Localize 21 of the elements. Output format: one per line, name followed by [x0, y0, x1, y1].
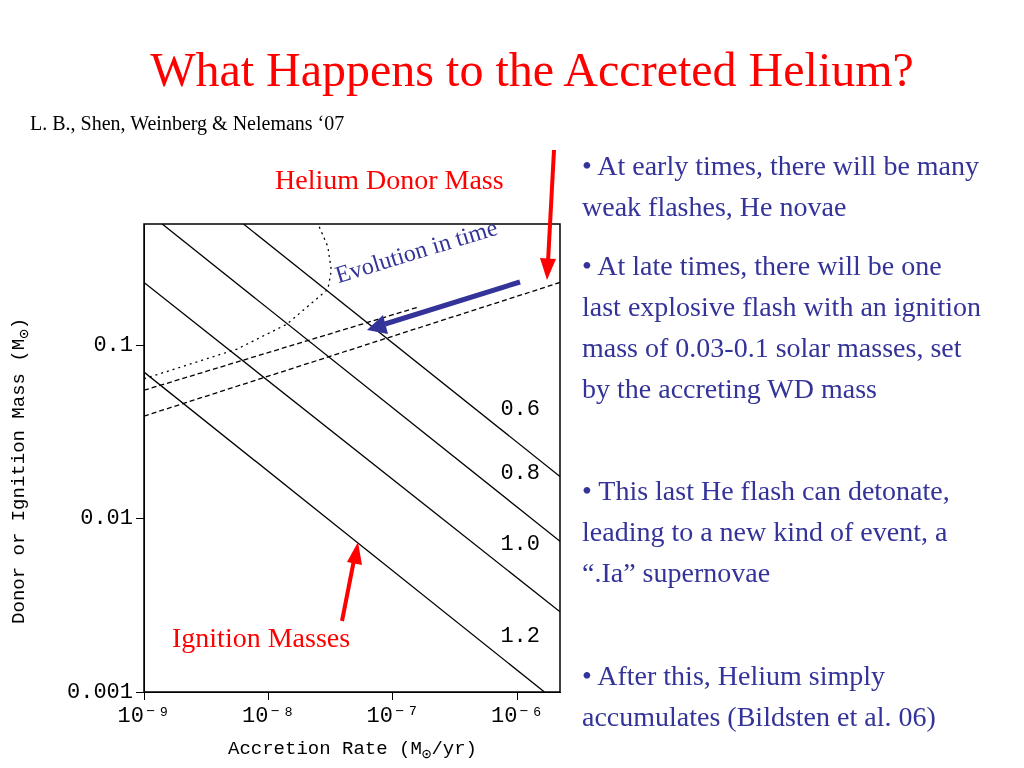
series-label: 0.6	[500, 396, 540, 422]
chart-subtitle: L. B., Shen, Weinberg & Nelemans ‘07	[30, 112, 345, 135]
x-axis-title: Accretion Rate (M$_{⊙}$/yr)	[227, 738, 478, 764]
y-tick-label: 0.01	[80, 506, 133, 532]
x-tick-label: 10⁻⁶	[490, 704, 544, 730]
y-tick-label: 0.1	[93, 333, 133, 359]
series-label: 0.8	[500, 461, 540, 487]
text: • At late times, there will be one last explosive flash with an ignition mass of 0.03-0.1 solar masses, set by the accreting WD mass	[582, 249, 982, 406]
annotation: Ignition Masses	[172, 622, 351, 654]
series-label: 1.2	[500, 624, 540, 650]
x-tick-label: 10⁻⁷	[366, 704, 420, 730]
chart-title: What Happens to the Accreted Helium?	[149, 42, 915, 97]
text: Helium Donor Mass	[275, 164, 504, 196]
series-label: 1.0	[500, 532, 540, 558]
text: • This last He flash can detonate, leading to a new kind of event, a “.Ia” supernovae	[582, 474, 951, 590]
x-tick-label: 10⁻⁹	[117, 704, 171, 730]
text: • After this, Helium simply accumulates (Bildsten et al. 06)	[582, 659, 937, 734]
y-tick-label: 0.001	[66, 679, 133, 705]
x-tick-label: 10⁻⁸	[242, 704, 295, 730]
text: • At early times, there will be many weak flashes, He novae	[582, 149, 981, 224]
annotation: Evolution in time	[332, 214, 501, 289]
